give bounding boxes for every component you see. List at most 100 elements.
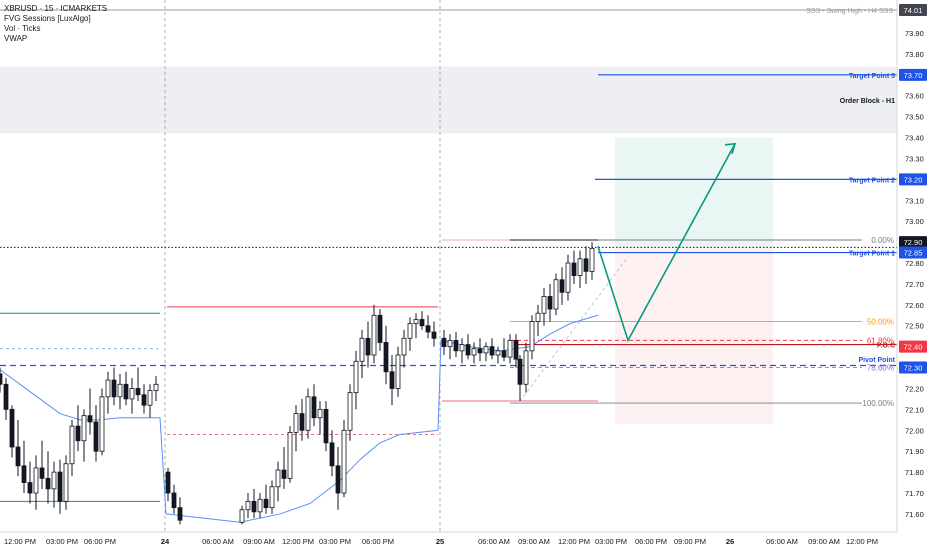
target-1-label: Target Point 1 [849, 251, 895, 258]
fib-label: 78.60% [867, 364, 894, 373]
symbol-overlay: XBRUSD · 15 · ICMARKETS FVG Sessions [Lu… [4, 4, 107, 44]
candle-body [245, 500, 251, 511]
price-tick-label: 73.80 [905, 50, 924, 59]
candle-body [447, 339, 453, 348]
candle-body [583, 258, 589, 272]
price-tick-label: 72.50 [905, 322, 924, 331]
candle-body [413, 319, 419, 325]
candle-body [523, 350, 529, 385]
price-tick-label: 72.20 [905, 384, 924, 393]
time-tick-label: 09:00 AM [243, 537, 275, 546]
candle-body [81, 415, 87, 442]
candle-body [93, 421, 99, 452]
candle-body [347, 392, 353, 431]
price-tick-label: 72.80 [905, 259, 924, 268]
candle-body [281, 469, 287, 479]
candle-body [9, 408, 15, 448]
candle-body [553, 279, 559, 310]
candle-body [477, 348, 483, 354]
candle-body [517, 358, 523, 385]
candle-body [441, 337, 447, 348]
poc-label: P.O.C [877, 343, 895, 350]
price-axis-bg [897, 0, 932, 550]
candle-body [389, 371, 395, 389]
target-2-label: Target Point 2 [849, 177, 895, 184]
candle-body [353, 360, 359, 394]
time-tick-label: 25 [436, 537, 444, 546]
price-tag [899, 4, 927, 16]
candle-body [371, 314, 377, 356]
candle-body [293, 413, 299, 433]
candle-body [27, 482, 33, 494]
candle-body [395, 354, 401, 389]
price-tick-label: 73.40 [905, 134, 924, 143]
reward-zone [615, 137, 773, 249]
price-tick-label: 73.30 [905, 154, 924, 163]
candle-body [263, 498, 269, 509]
candle-body [541, 296, 547, 314]
time-tick-label: 12:00 PM [846, 537, 878, 546]
candle-body [323, 408, 329, 444]
candle-body [489, 346, 495, 356]
time-tick-label: 09:00 AM [808, 537, 840, 546]
time-tick-label: 12:00 PM [4, 537, 36, 546]
order-block-zone [0, 66, 897, 134]
price-tag [899, 236, 927, 249]
candle-body [535, 312, 541, 322]
time-tick-label: 26 [726, 537, 734, 546]
time-axis-bg [0, 532, 932, 550]
candle-body [141, 394, 147, 406]
time-tick-label: 06:00 AM [766, 537, 798, 546]
candle-body [571, 262, 577, 276]
order-block-label: Order Block - H1 [840, 98, 895, 105]
candle-body [251, 500, 257, 513]
price-tag-label: 72.30 [904, 364, 923, 373]
candle-body [269, 486, 275, 509]
trend-line [519, 256, 629, 402]
indicator-vwap[interactable]: VWAP [4, 34, 28, 43]
candle-body [513, 339, 519, 360]
price-tag-label: 72.90 [904, 238, 923, 247]
candle-body [365, 337, 371, 356]
projection-arrow-head [724, 142, 737, 155]
price-tag [899, 361, 927, 374]
candle-body [287, 431, 293, 479]
candle-body [425, 325, 431, 333]
swing-high-label: SSS - Swing High - H4 SSS [806, 8, 893, 15]
candle-body [45, 477, 51, 490]
price-tag [899, 340, 927, 353]
candle-body [465, 344, 471, 356]
candle-body [51, 471, 57, 490]
fib-label: 0.00% [871, 236, 894, 245]
price-tick-label: 73.10 [905, 196, 924, 205]
time-tick-label: 06:00 PM [84, 537, 116, 546]
price-tick-label: 71.80 [905, 468, 924, 477]
price-tick-label: 73.00 [905, 217, 924, 226]
candle-body [299, 413, 305, 431]
candle-body [335, 465, 341, 494]
indicator-fvg[interactable]: FVG Sessions [LuxAlgo] [4, 14, 91, 23]
candle-body [87, 415, 93, 423]
candle-body [501, 350, 507, 358]
time-tick-label: 09:00 PM [674, 537, 706, 546]
candle-body [239, 509, 245, 523]
pivot-label: Pivot Point [858, 357, 895, 364]
target-3-label: Target Point 3 [849, 73, 895, 80]
price-tick-label: 72.00 [905, 426, 924, 435]
candle-body [0, 373, 3, 385]
candle-body [147, 390, 153, 406]
candle-body [129, 388, 135, 400]
time-tick-label: 06:00 AM [478, 537, 510, 546]
candle-body [275, 469, 281, 488]
fib-label: 100.00% [862, 399, 894, 408]
price-tick-label: 71.90 [905, 447, 924, 456]
candle-body [15, 446, 21, 467]
indicator-vol[interactable]: Vol · Ticks [4, 24, 41, 33]
time-tick-label: 03:00 PM [46, 537, 78, 546]
candle-body [407, 323, 413, 339]
price-tag [899, 68, 927, 81]
candle-body [459, 344, 465, 352]
time-tick-label: 06:00 PM [362, 537, 394, 546]
